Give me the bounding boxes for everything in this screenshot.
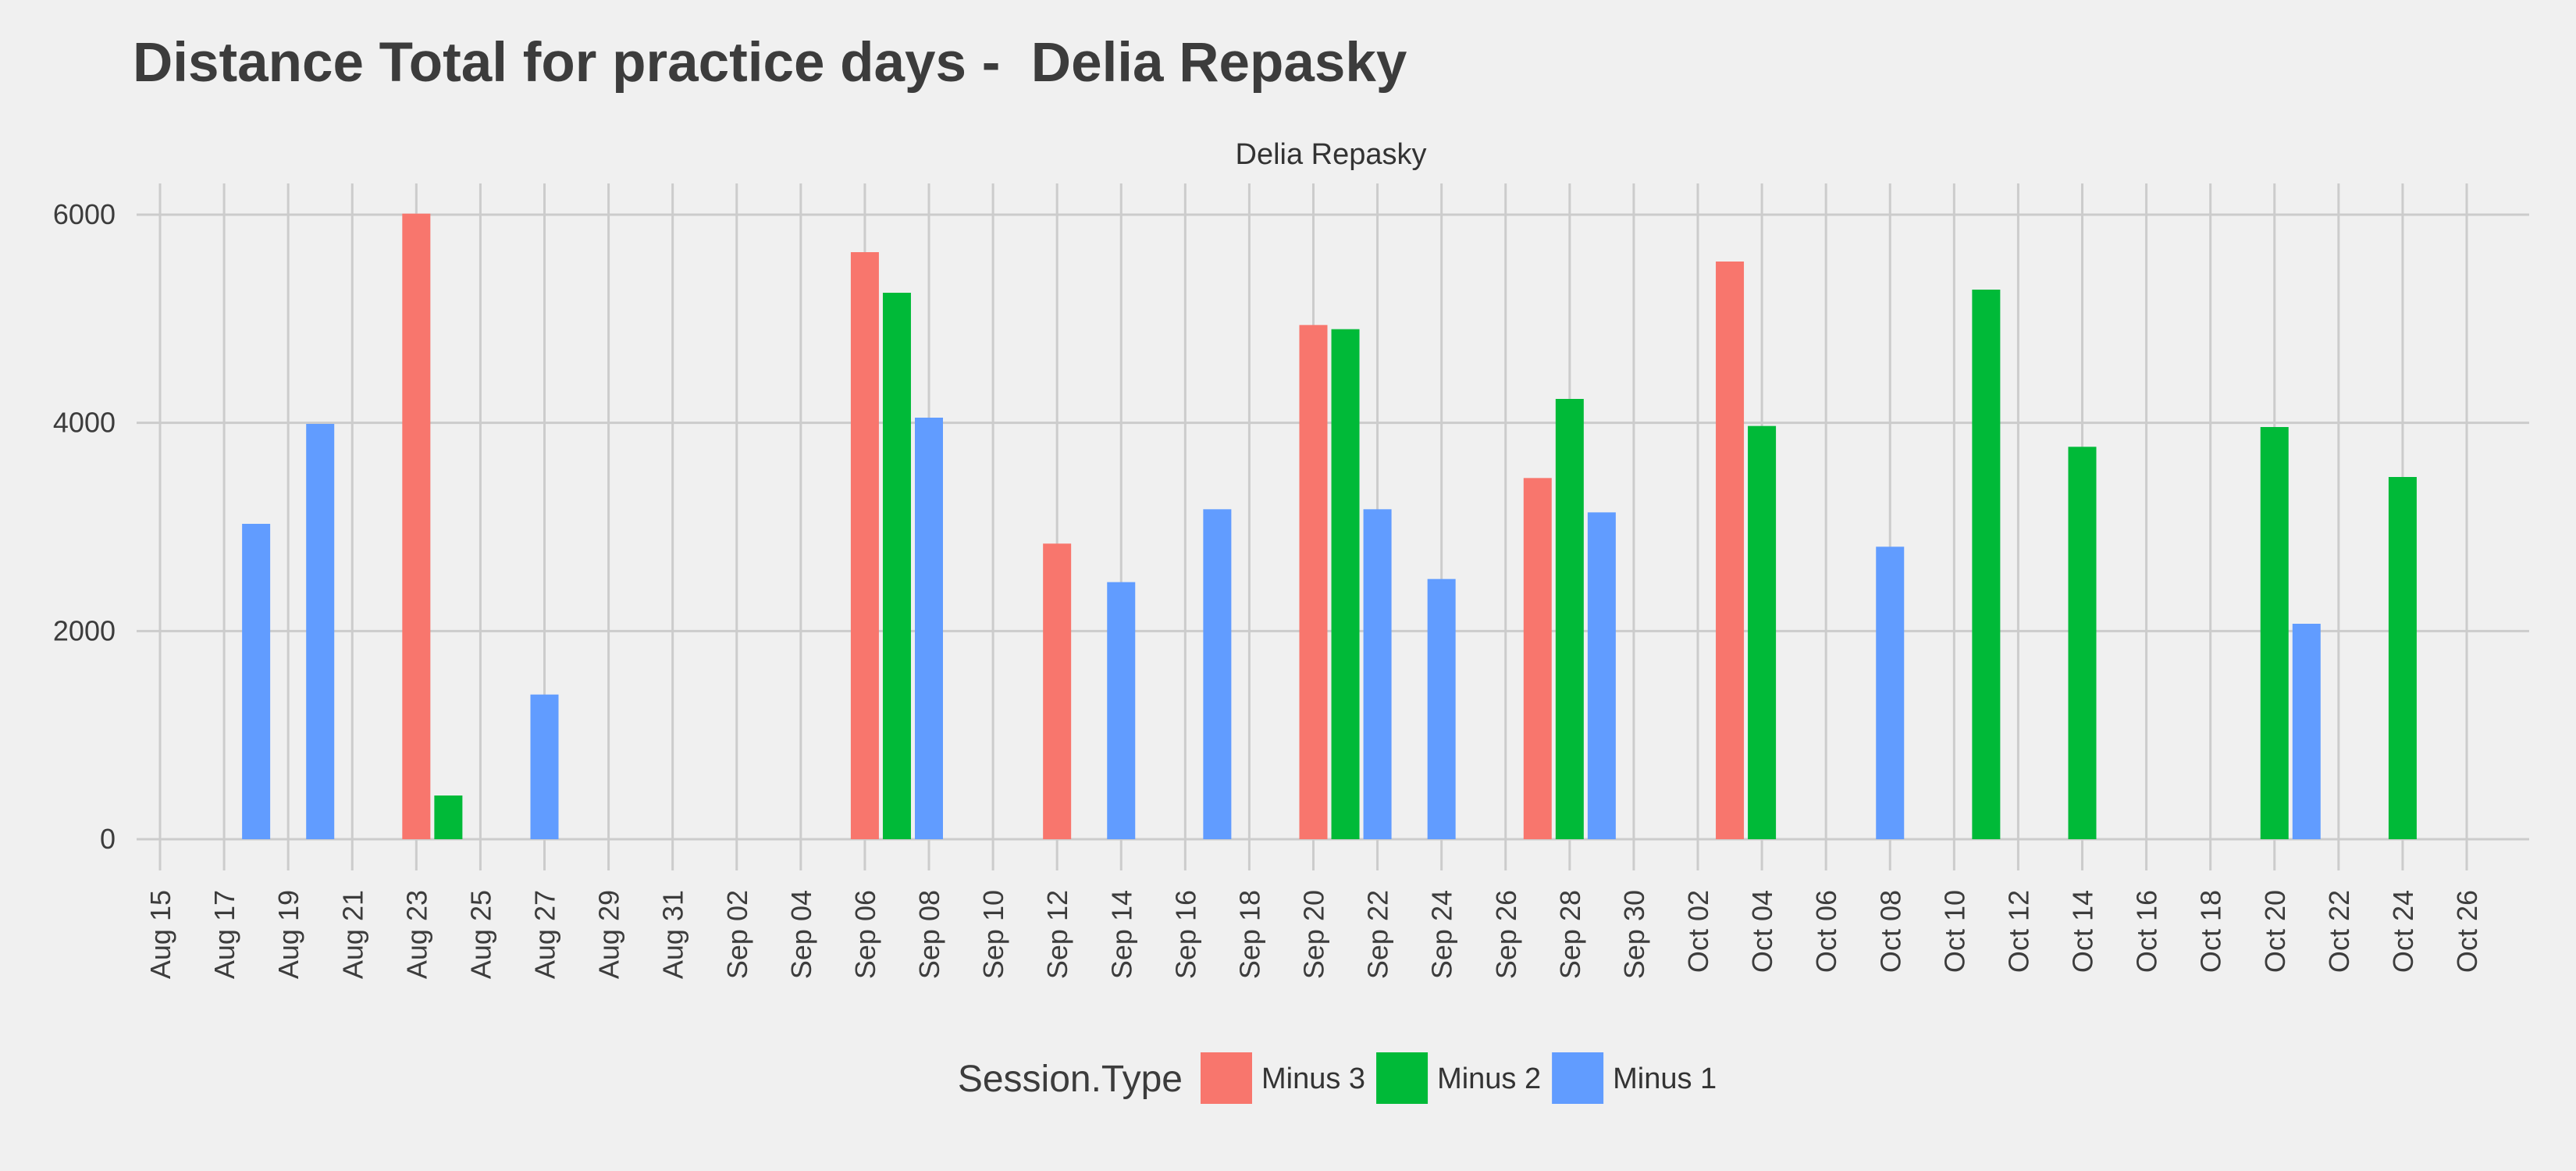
- bar-minus-1: [1203, 509, 1232, 839]
- x-tick-label: Oct 04: [1746, 890, 1778, 973]
- legend-label: Minus 2: [1437, 1062, 1541, 1095]
- bar-minus-2: [1555, 399, 1584, 839]
- x-tick-label: Sep 26: [1490, 890, 1522, 979]
- bar-minus-1: [1107, 582, 1136, 839]
- x-tick-label: Aug 29: [593, 890, 625, 979]
- x-tick-label: Aug 23: [400, 890, 432, 979]
- x-tick-label: Sep 14: [1105, 890, 1137, 979]
- x-tick-label: Sep 20: [1298, 890, 1330, 979]
- x-tick-label: Oct 08: [1874, 890, 1906, 973]
- bar-minus-2: [1748, 425, 1777, 839]
- bar-minus-1: [242, 524, 271, 839]
- x-tick-label: Oct 26: [2451, 890, 2483, 973]
- bar-minus-2: [2388, 477, 2417, 839]
- x-tick-label: Aug 21: [336, 890, 368, 979]
- x-axis-ticks: Aug 15 Aug 17 Aug 19 Aug 21 Aug 23 Aug 25 Aug …: [144, 890, 2483, 979]
- x-tick-label: Sep 30: [1618, 890, 1650, 979]
- bar-minus-3: [1299, 325, 1328, 839]
- legend-label: Minus 1: [1613, 1062, 1717, 1095]
- x-tick-label: Aug 27: [529, 890, 561, 979]
- bar-minus-2: [434, 795, 463, 839]
- y-axis-ticks: 0 2000 4000 6000: [53, 198, 116, 855]
- bar-minus-3: [1523, 478, 1552, 839]
- x-tick-label: Oct 06: [1810, 890, 1842, 973]
- bar-minus-1: [915, 418, 943, 839]
- bars: [242, 213, 2417, 840]
- bar-minus-1: [1427, 578, 1456, 839]
- x-tick-label: Sep 18: [1233, 890, 1265, 979]
- legend-title: Session.Type: [958, 1059, 1183, 1100]
- x-tick-label: Sep 10: [977, 890, 1009, 979]
- x-tick-label: Oct 14: [2067, 890, 2099, 973]
- x-tick-label: Sep 12: [1041, 890, 1073, 979]
- x-tick-label: Sep 16: [1169, 890, 1201, 979]
- x-tick-label: Aug 15: [144, 890, 176, 979]
- x-tick-label: Aug 25: [464, 890, 496, 979]
- x-tick-label: Oct 22: [2323, 890, 2355, 973]
- y-tick-label: 0: [100, 823, 116, 855]
- x-tick-label: Oct 18: [2195, 890, 2227, 973]
- x-tick-label: Aug 31: [657, 890, 689, 979]
- x-tick-label: Oct 20: [2259, 890, 2291, 973]
- x-tick-label: Sep 04: [785, 890, 817, 979]
- legend-key: [1376, 1052, 1429, 1104]
- bar-minus-1: [530, 694, 559, 839]
- bar-minus-1: [1876, 546, 1905, 839]
- legend-key: [1201, 1052, 1252, 1104]
- x-tick-label: Sep 28: [1554, 890, 1586, 979]
- x-tick-label: Sep 02: [721, 890, 753, 979]
- bar-minus-1: [1363, 509, 1392, 839]
- x-tick-label: Sep 24: [1426, 890, 1458, 979]
- bar-minus-2: [1331, 329, 1360, 840]
- x-tick-label: Sep 22: [1362, 890, 1394, 979]
- bar-minus-2: [1972, 290, 2001, 839]
- bar-minus-2: [2068, 447, 2097, 839]
- chart-title: Distance Total for practice days - Delia…: [133, 32, 1407, 94]
- bar-minus-1: [306, 424, 335, 839]
- bar-minus-1: [1587, 512, 1616, 839]
- bar-minus-3: [1716, 262, 1745, 839]
- x-tick-label: Oct 24: [2387, 890, 2419, 973]
- y-tick-label: 4000: [53, 407, 116, 439]
- bar-minus-3: [850, 252, 879, 839]
- y-tick-label: 6000: [53, 198, 116, 230]
- legend: Session.Type Minus 3 Minus 2 Minus 1: [958, 1052, 1717, 1104]
- x-tick-label: Sep 06: [849, 890, 881, 979]
- facet-label: Delia Repasky: [1236, 138, 1427, 171]
- bar-minus-1: [2292, 624, 2321, 839]
- x-tick-label: Oct 02: [1682, 890, 1714, 973]
- bar-minus-2: [2260, 427, 2289, 839]
- y-tick-label: 2000: [53, 614, 116, 646]
- x-tick-label: Sep 08: [913, 890, 945, 979]
- x-tick-label: Oct 12: [2002, 890, 2034, 973]
- x-tick-label: Aug 17: [208, 890, 240, 979]
- x-tick-label: Oct 16: [2131, 890, 2163, 973]
- legend-label: Minus 3: [1261, 1062, 1365, 1095]
- legend-key: [1552, 1052, 1604, 1104]
- x-tick-label: Oct 10: [1938, 890, 1970, 973]
- bar-minus-3: [1043, 543, 1072, 839]
- bar-minus-2: [882, 293, 911, 839]
- bar-minus-3: [402, 213, 431, 840]
- x-tick-label: Aug 19: [272, 890, 304, 979]
